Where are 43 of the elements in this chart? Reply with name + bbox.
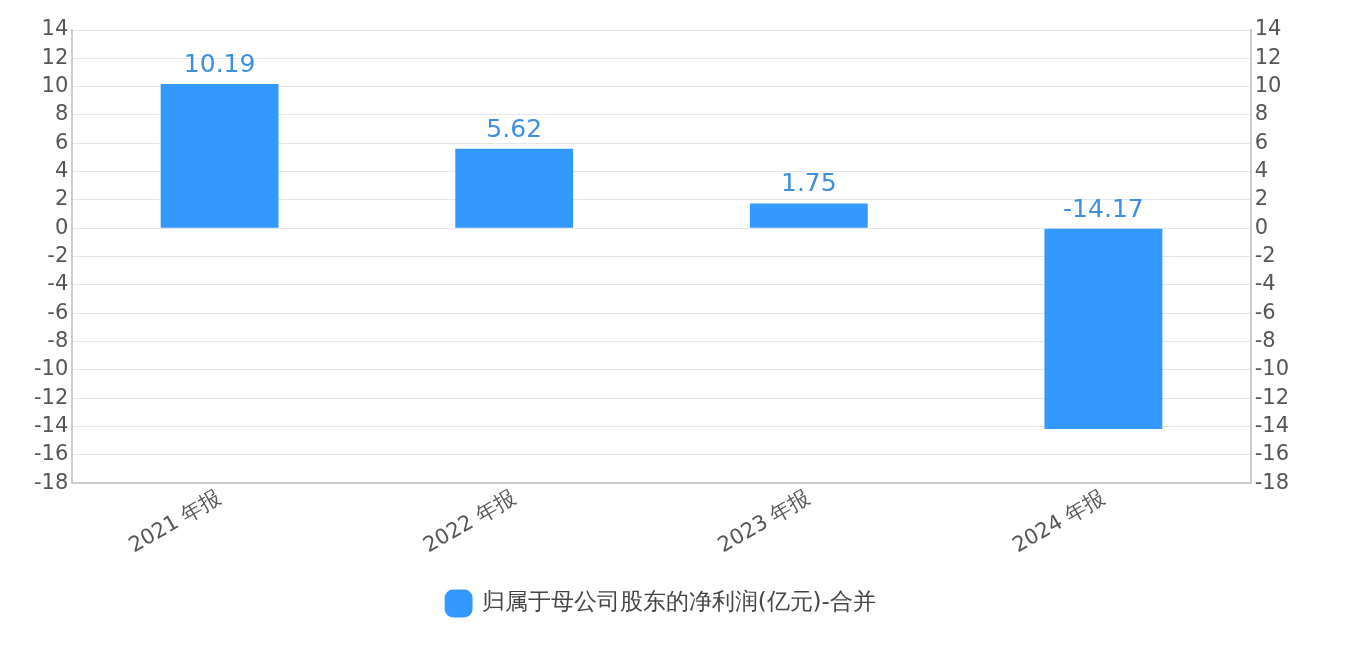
y-tick-label: -18: [33, 469, 69, 494]
y2-tick-label: 14: [1254, 16, 1282, 41]
y2-tick-label: 8: [1254, 101, 1269, 126]
data-label: 5.62: [486, 113, 543, 143]
y-tick-label: -2: [47, 243, 69, 268]
y-tick-label: 14: [41, 16, 69, 41]
bar: [749, 203, 868, 228]
y2-tick-label: 2: [1254, 186, 1269, 211]
y-tick-label: 4: [54, 158, 69, 183]
y-tick-label: -6: [47, 299, 69, 324]
y2-tick-label: -12: [1254, 384, 1290, 409]
y-tick-label: 2: [54, 186, 69, 211]
y2-tick-label: -2: [1254, 243, 1276, 268]
y-tick-label: -16: [33, 441, 69, 466]
y2-tick-label: 6: [1254, 129, 1269, 154]
y2-tick-label: -18: [1254, 469, 1290, 494]
data-label: -14.17: [1063, 193, 1144, 223]
y-tick-label: -12: [33, 384, 69, 409]
bar: [1044, 228, 1163, 429]
legend-label: 归属于母公司股东的净利润(亿元)-合并: [481, 588, 876, 615]
y2-tick-label: 4: [1254, 158, 1269, 183]
y-tick-label: -10: [33, 356, 69, 381]
y2-tick-label: 12: [1254, 44, 1282, 69]
bar: [455, 148, 574, 228]
y2-tick-label: -8: [1254, 327, 1276, 352]
y2-tick-label: -4: [1254, 271, 1276, 296]
y2-tick-label: -6: [1254, 299, 1276, 324]
y-tick-label: 10: [41, 73, 69, 98]
y-tick-label: 8: [54, 101, 69, 126]
y-tick-label: -14: [33, 412, 69, 437]
y2-tick-label: -16: [1254, 441, 1290, 466]
y-tick-label: -8: [47, 327, 69, 352]
data-label: 1.75: [780, 168, 837, 198]
data-label: 10.19: [183, 48, 256, 78]
y-tick-label: 0: [54, 214, 69, 239]
y2-tick-label: -10: [1254, 356, 1290, 381]
y2-tick-label: -14: [1254, 412, 1290, 437]
y2-tick-label: 10: [1254, 73, 1282, 98]
y2-tick-label: 0: [1254, 214, 1269, 239]
y-tick-label: 12: [41, 44, 69, 69]
y-tick-label: -4: [47, 271, 69, 296]
bar: [160, 83, 279, 228]
y-tick-label: 6: [54, 129, 69, 154]
